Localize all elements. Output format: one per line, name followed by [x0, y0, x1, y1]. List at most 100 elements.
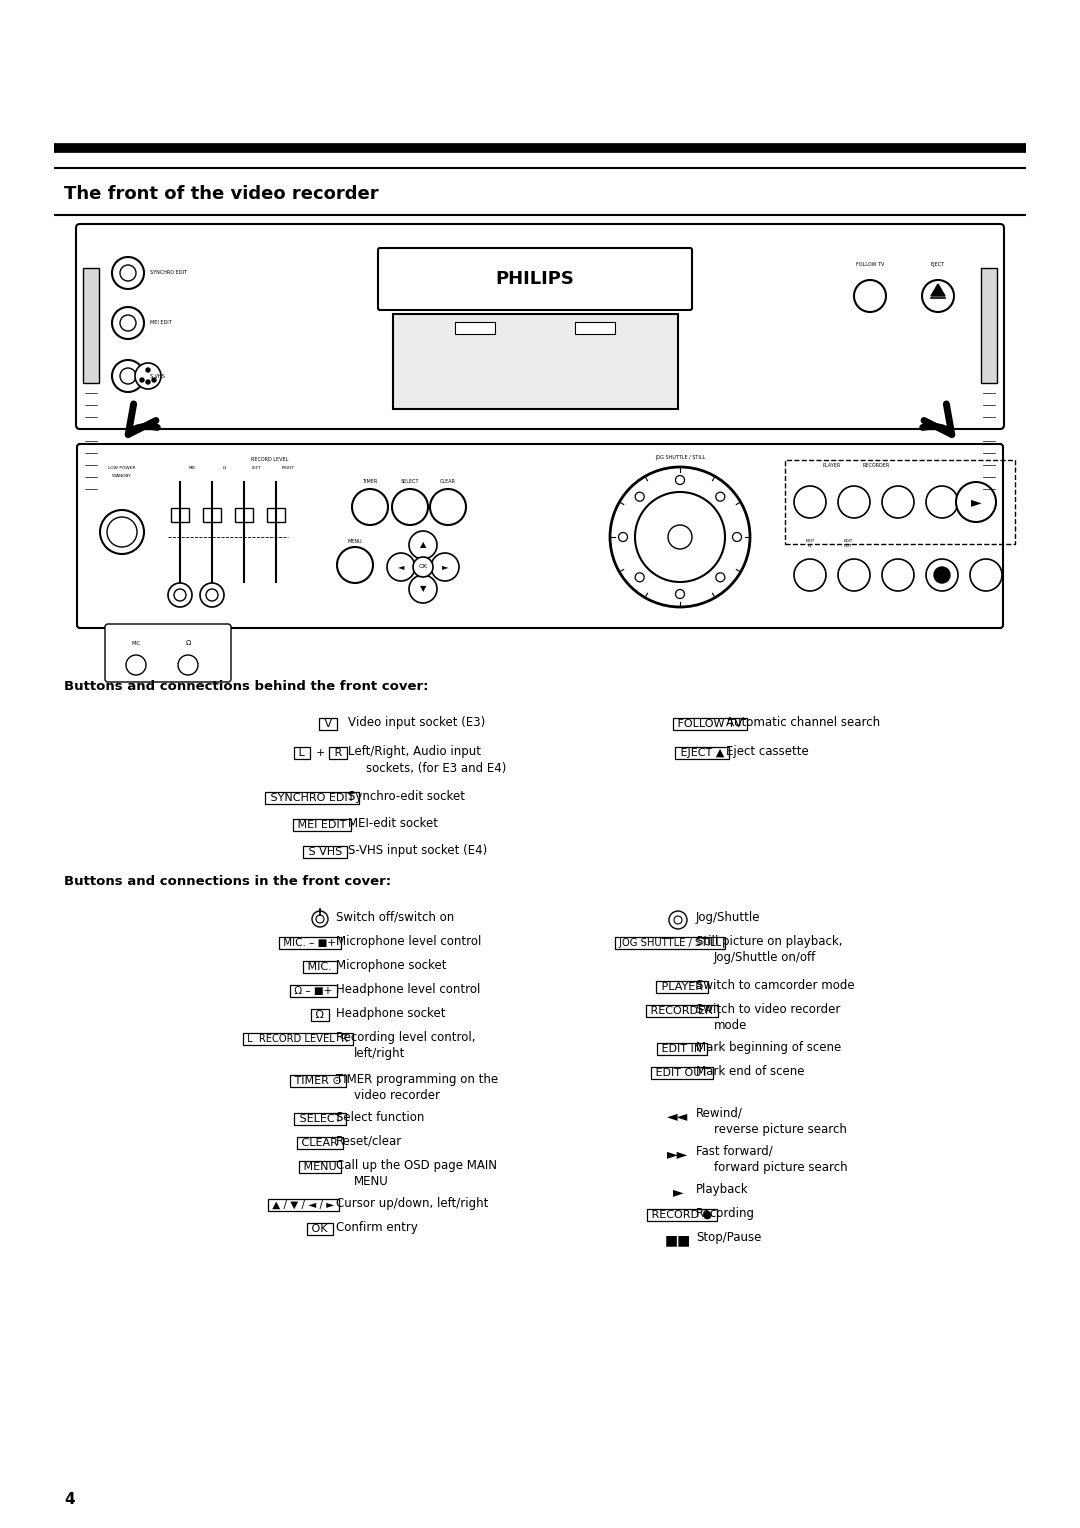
Text: MEI-edit socket: MEI-edit socket	[348, 817, 438, 830]
Circle shape	[934, 567, 950, 584]
Text: ▲: ▲	[420, 541, 427, 550]
Text: MEI EDIT: MEI EDIT	[150, 321, 172, 325]
Circle shape	[922, 280, 954, 312]
Text: +: +	[315, 749, 325, 758]
Text: EJECT: EJECT	[931, 261, 945, 267]
Text: ►►: ►►	[667, 1148, 689, 1161]
Bar	[575, 322, 615, 335]
Circle shape	[146, 368, 150, 371]
Text: Reset/clear: Reset/clear	[336, 1135, 402, 1148]
Text: Jog/Shuttle: Jog/Shuttle	[696, 911, 760, 924]
Bar	[981, 267, 997, 384]
Circle shape	[669, 526, 692, 549]
Text: Buttons and connections in the front cover:: Buttons and connections in the front cov…	[64, 876, 391, 888]
FancyArrowPatch shape	[922, 403, 951, 434]
FancyBboxPatch shape	[76, 225, 1004, 429]
Bar	[785, 460, 1015, 544]
FancyArrowPatch shape	[129, 403, 158, 434]
Bar	[267, 507, 285, 523]
Text: Call up the OSD page MAIN: Call up the OSD page MAIN	[336, 1160, 497, 1172]
Text: forward picture search: forward picture search	[714, 1161, 848, 1174]
Text: S VHS: S VHS	[305, 847, 346, 857]
Circle shape	[794, 486, 826, 518]
Circle shape	[430, 489, 465, 526]
Text: Confirm entry: Confirm entry	[336, 1221, 418, 1235]
Circle shape	[854, 280, 886, 312]
Text: L  RECORD LEVEL  R: L RECORD LEVEL R	[244, 1034, 351, 1044]
Circle shape	[674, 915, 681, 924]
Text: Switch off/switch on: Switch off/switch on	[336, 911, 455, 924]
Circle shape	[112, 361, 144, 393]
Text: sockets, (for E3 and E4): sockets, (for E3 and E4)	[366, 762, 507, 775]
Text: CLEAR: CLEAR	[298, 1138, 341, 1148]
Text: R: R	[330, 749, 346, 758]
Circle shape	[716, 573, 725, 582]
Text: MENU: MENU	[348, 539, 362, 544]
Text: EJECT ▲: EJECT ▲	[677, 749, 727, 758]
Text: MENU: MENU	[354, 1175, 389, 1187]
Text: Eject cassette: Eject cassette	[726, 746, 809, 758]
Text: MIC.: MIC.	[305, 963, 336, 972]
Bar	[455, 322, 495, 335]
Circle shape	[675, 590, 685, 599]
Circle shape	[956, 481, 996, 523]
Text: Cursor up/down, left/right: Cursor up/down, left/right	[336, 1196, 488, 1210]
Text: Recording level control,: Recording level control,	[336, 1031, 475, 1044]
Text: RIGHT: RIGHT	[282, 466, 295, 471]
Text: TIMER ⊙: TIMER ⊙	[291, 1076, 346, 1086]
Circle shape	[152, 377, 156, 382]
Text: Jog/Shuttle on/off: Jog/Shuttle on/off	[714, 950, 816, 964]
Text: CLEAR: CLEAR	[440, 478, 456, 484]
Text: STANDBY: STANDBY	[112, 474, 132, 478]
Text: Switch to camcorder mode: Switch to camcorder mode	[696, 979, 854, 992]
Text: PHILIPS: PHILIPS	[496, 270, 575, 287]
Circle shape	[316, 915, 324, 923]
Text: SELECT: SELECT	[401, 478, 419, 484]
Text: TIMER programming on the: TIMER programming on the	[336, 1073, 498, 1086]
Text: L: L	[295, 749, 309, 758]
Text: MIC: MIC	[132, 642, 140, 646]
Text: V: V	[321, 720, 335, 729]
Text: ◄: ◄	[397, 562, 404, 571]
Text: Buttons and connections behind the front cover:: Buttons and connections behind the front…	[64, 680, 429, 694]
Circle shape	[970, 559, 1002, 591]
Circle shape	[882, 486, 914, 518]
Circle shape	[387, 553, 415, 581]
Circle shape	[926, 486, 958, 518]
FancyBboxPatch shape	[105, 623, 231, 681]
Text: ►: ►	[442, 562, 448, 571]
Text: OK: OK	[418, 564, 428, 570]
Bar	[393, 313, 678, 410]
Circle shape	[312, 911, 328, 927]
Text: Ω: Ω	[222, 466, 226, 471]
Text: SYNCHRO EDIT: SYNCHRO EDIT	[267, 793, 357, 804]
Text: 4: 4	[64, 1491, 75, 1507]
Circle shape	[352, 489, 388, 526]
Circle shape	[882, 559, 914, 591]
Text: mode: mode	[714, 1019, 747, 1031]
Text: RECORD ●: RECORD ●	[648, 1210, 716, 1219]
Bar	[83, 267, 99, 384]
Circle shape	[120, 368, 136, 384]
Circle shape	[168, 584, 192, 607]
Text: MEI EDIT: MEI EDIT	[294, 821, 350, 830]
Text: Select function: Select function	[336, 1111, 424, 1125]
Text: Ω: Ω	[186, 640, 191, 646]
Text: RECORD LEVEL: RECORD LEVEL	[252, 457, 288, 461]
Text: Ω – ■+: Ω – ■+	[291, 986, 335, 996]
Text: Recording: Recording	[696, 1207, 755, 1219]
Text: reverse picture search: reverse picture search	[714, 1123, 847, 1135]
FancyBboxPatch shape	[77, 445, 1003, 628]
Text: ▼: ▼	[420, 585, 427, 593]
Circle shape	[392, 489, 428, 526]
Circle shape	[337, 547, 373, 584]
Circle shape	[120, 315, 136, 332]
Polygon shape	[931, 284, 945, 296]
Text: SYNCHRO EDIT: SYNCHRO EDIT	[150, 270, 187, 275]
Text: PLAYER: PLAYER	[658, 983, 706, 992]
Circle shape	[112, 307, 144, 339]
Circle shape	[135, 364, 161, 390]
Text: EDIT OUT: EDIT OUT	[652, 1068, 712, 1077]
Text: Automatic channel search: Automatic channel search	[726, 717, 880, 729]
Text: JOG SHUTTLE / STILL: JOG SHUTTLE / STILL	[616, 938, 724, 947]
